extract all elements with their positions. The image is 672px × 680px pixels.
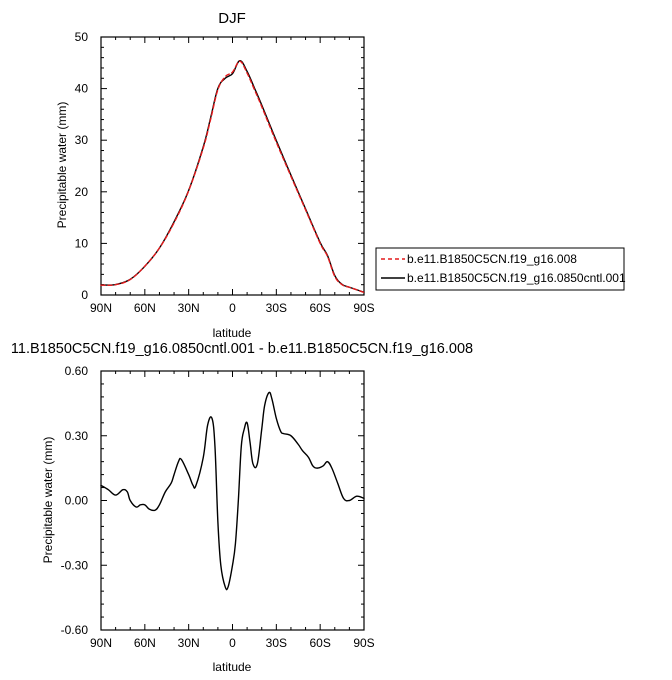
bottom-y-tick-label: -0.60 xyxy=(61,623,89,637)
top-y-tick-label: 0 xyxy=(81,288,88,302)
bottom-y-tick-label: 0.00 xyxy=(65,494,89,508)
bottom-x-tick-label: 60N xyxy=(134,636,156,650)
top-plot-frame xyxy=(100,36,365,296)
bottom-x-tick-label: 90N xyxy=(90,636,112,650)
top-plot-area: 90N 60N 30N 0 30S 60S 90S 0 10 20 30 40 50 xyxy=(75,30,375,315)
bottom-x-tick-label: 30N xyxy=(178,636,200,650)
bottom-x-axis-label: latitude xyxy=(213,660,252,674)
top-chart-title: DJF xyxy=(218,10,246,27)
bottom-x-tick-label: 0 xyxy=(229,636,236,650)
bottom-x-tick-label: 60S xyxy=(309,636,330,650)
legend-box xyxy=(375,247,625,291)
bottom-y-axis-label: Precipitable water (mm) xyxy=(41,437,55,564)
top-y-tick-label: 50 xyxy=(75,30,89,44)
bottom-panel: 11.B1850C5CN.f19_g16.0850cntl.001 - b.e1… xyxy=(11,341,473,674)
top-x-tick-label: 0 xyxy=(229,301,236,315)
bottom-plot-area: 90N 60N 30N 0 30S 60S 90S -0.60 -0.30 0.00 0.30 0.6… xyxy=(61,364,375,650)
top-x-tick-label: 30N xyxy=(178,301,200,315)
top-y-tick-label: 20 xyxy=(75,185,89,199)
bottom-x-tick-label: 30S xyxy=(266,636,287,650)
top-y-tick-label: 30 xyxy=(75,133,89,147)
top-x-tick-label: 60S xyxy=(309,301,330,315)
top-x-tick-label: 90S xyxy=(353,301,374,315)
top-y-tick-label: 40 xyxy=(75,82,89,96)
bottom-y-tick-label: 0.30 xyxy=(65,429,89,443)
top-x-tick-label: 90N xyxy=(90,301,112,315)
legend: b.e11.B1850C5CN.f19_g16.008 b.e11.B1850C… xyxy=(375,247,626,291)
top-x-tick-label: 30S xyxy=(266,301,287,315)
top-x-tick-label: 60N xyxy=(134,301,156,315)
legend-label-series-008: b.e11.B1850C5CN.f19_g16.008 xyxy=(407,252,577,266)
bottom-y-tick-label: 0.60 xyxy=(65,364,89,378)
bottom-plot-frame xyxy=(100,370,365,631)
bottom-series-line-0 xyxy=(100,391,365,591)
top-series-line-0 xyxy=(100,60,365,294)
top-series-line-1 xyxy=(100,60,365,294)
legend-label-series-cntl: b.e11.B1850C5CN.f19_g16.0850cntl.001 xyxy=(407,271,626,285)
top-x-axis-label: latitude xyxy=(213,326,252,340)
bottom-x-tick-label: 90S xyxy=(353,636,374,650)
top-panel: DJF Precipitable water (mm) latitude 90N… xyxy=(55,10,375,340)
top-y-axis-label: Precipitable water (mm) xyxy=(55,102,69,229)
bottom-chart-title: 11.B1850C5CN.f19_g16.0850cntl.001 - b.e1… xyxy=(11,341,473,357)
top-y-tick-label: 10 xyxy=(75,236,89,250)
bottom-y-tick-label: -0.30 xyxy=(61,558,89,572)
